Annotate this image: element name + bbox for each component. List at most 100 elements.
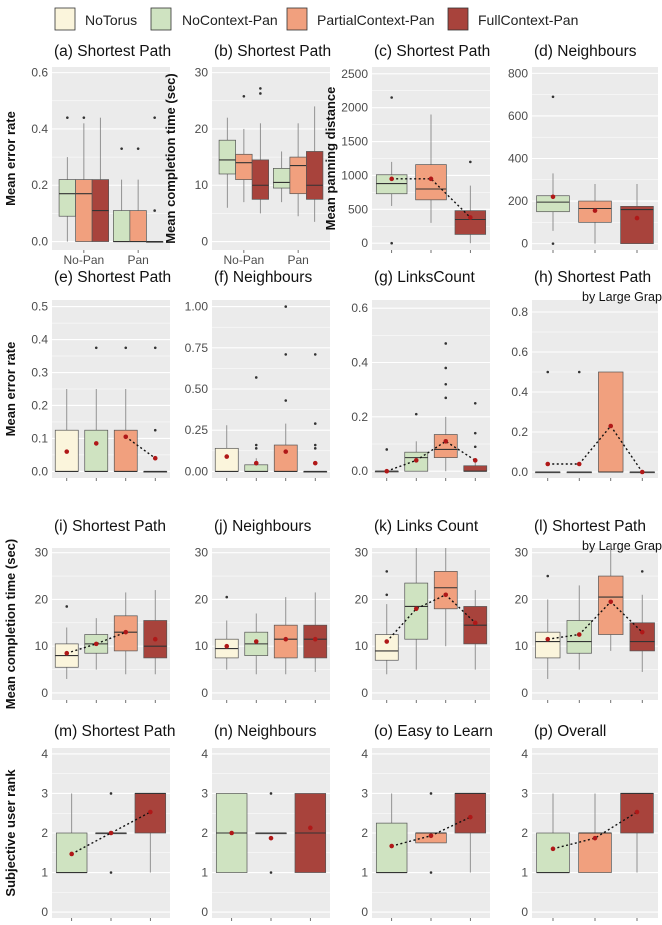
mean-trend-line	[125, 436, 156, 459]
y-tick-label: 0	[361, 236, 368, 250]
mean-trend-line	[386, 593, 476, 643]
box-body	[415, 164, 447, 201]
y-tick-label: 0.2	[31, 178, 48, 192]
box-body	[214, 447, 239, 472]
x-tick-label: No-Pan	[224, 253, 265, 267]
outlier-point	[153, 428, 157, 432]
box-body	[433, 571, 458, 610]
box-body	[84, 429, 109, 472]
y-tick-label: 0.6	[511, 345, 528, 359]
legend-swatch-nocontext-pan	[150, 7, 172, 31]
y-tick-label: 0.8	[511, 305, 528, 319]
outlier-point	[254, 443, 258, 447]
box-nocontext-pan	[84, 346, 109, 472]
legend-swatch-notorus	[54, 7, 76, 31]
y-tick-label: 1	[521, 866, 528, 880]
legend-label-fullcontext-pan: FullContext-Pan	[478, 12, 578, 28]
mean-trend-line	[71, 811, 151, 855]
box-nocontext-pan	[566, 370, 592, 474]
panel-subtitle: by Large Graphs	[582, 539, 662, 553]
box-fullcontext-pan	[463, 590, 488, 670]
y-tick-label: 1	[41, 866, 48, 880]
y-tick-label: 0.0	[31, 235, 48, 249]
panel-title: (g) LinksCount	[374, 269, 475, 286]
legend-label-partialcontext-pan: PartialContext-Pan	[317, 12, 435, 28]
panel-title: (a) Shortest Path	[54, 43, 171, 60]
box-fullcontext-pan	[454, 792, 487, 873]
y-tick-label: 0.4	[31, 122, 48, 136]
y-tick-label: 0	[201, 905, 208, 919]
y-tick-label: 2	[361, 826, 368, 840]
outlier-point	[390, 96, 393, 99]
panels: 0.0 0.2 0.4 0.6 (a) Shortest Path No-Pan Pan Me…	[3, 43, 662, 921]
box-partialcontext-pan	[255, 792, 287, 874]
panel-o: 0 1 2 3 4 (o) Easy to Learn	[361, 723, 493, 921]
mean-trend-line	[552, 811, 638, 850]
panel-title: (b) Shortest Path	[214, 43, 331, 60]
panel-b: 0 10 20 30 (b) Shortest Path No-Pan Pan Mean co…	[163, 43, 331, 267]
box-body	[303, 624, 328, 659]
box-notorus	[535, 574, 561, 679]
outlier-point	[385, 448, 389, 451]
outlier-point	[94, 346, 98, 350]
box-partialcontext-pan	[598, 543, 624, 651]
outlier-point	[109, 792, 113, 795]
panel-title: (f) Neighbours	[214, 269, 312, 286]
box-fullcontext-pan	[620, 184, 654, 244]
mean-point	[413, 606, 419, 612]
box-body	[273, 624, 298, 659]
y-tick-label: 3	[361, 786, 368, 800]
box-nocontext-pan	[566, 585, 592, 670]
panel-i: 0 10 20 30 (i) Shortest Path Mean completion …	[3, 518, 170, 709]
mean-point	[468, 215, 473, 220]
mean-point	[312, 636, 318, 642]
mean-point	[576, 632, 582, 637]
panel-g: 0.0 0.2 0.4 0.6 (g) LinksCount	[351, 269, 490, 481]
y-axis-label: Mean panning distance	[323, 87, 338, 231]
outlier-point	[259, 87, 262, 90]
box-partialcontext-pan	[113, 346, 138, 472]
legend-item-nocontext-pan: NoContext-Pan	[150, 7, 278, 31]
box-body	[113, 210, 131, 242]
y-tick-label: 1	[201, 866, 208, 880]
plot-background	[372, 300, 490, 478]
y-tick-label: 0.3	[31, 366, 48, 380]
y-tick-label: 0.2	[31, 398, 48, 412]
y-tick-label: 0	[521, 686, 528, 700]
y-tick-label: 10	[35, 639, 49, 653]
y-tick-label: 0.2	[351, 410, 368, 424]
y-tick-label: 20	[195, 592, 209, 606]
y-tick-label: 20	[35, 592, 49, 606]
legend-swatch-fullcontext-pan	[447, 7, 469, 31]
y-tick-label: 0	[361, 905, 368, 919]
outlier-point	[313, 422, 317, 425]
box-body	[598, 371, 624, 473]
y-tick-label: 3	[521, 786, 528, 800]
y-tick-label: 0.4	[511, 385, 528, 399]
box-nocontext-pan-no-pan	[58, 116, 76, 242]
box-body	[598, 575, 624, 635]
outlier-point	[153, 209, 156, 212]
outlier-point	[153, 346, 157, 350]
outlier-point	[444, 366, 448, 370]
x-tick-label: Pan	[287, 253, 308, 267]
outlier-point	[473, 401, 477, 405]
mean-point	[545, 636, 551, 642]
outlier-point	[551, 242, 555, 245]
y-tick-label: 2000	[341, 101, 368, 115]
y-tick-label: 1500	[341, 135, 368, 149]
panel-title: (l) Shortest Path	[534, 518, 646, 535]
y-tick-label: 30	[355, 546, 369, 560]
box-fullcontext-pan	[629, 570, 655, 672]
panel-title: (e) Shortest Path	[54, 269, 171, 286]
y-tick-label: 2500	[341, 67, 368, 81]
box-body	[404, 582, 429, 640]
box-fullcontext-pan-no-pan	[91, 117, 109, 242]
box-notorus	[214, 425, 239, 472]
outlier-point	[444, 342, 448, 345]
panel-a: 0.0 0.2 0.4 0.6 (a) Shortest Path No-Pan Pan Me…	[3, 43, 171, 267]
box-notorus	[54, 605, 79, 679]
outlier-point	[313, 443, 317, 447]
mean-point	[472, 620, 478, 626]
box-partialcontext-pan-no-pan	[75, 116, 93, 242]
